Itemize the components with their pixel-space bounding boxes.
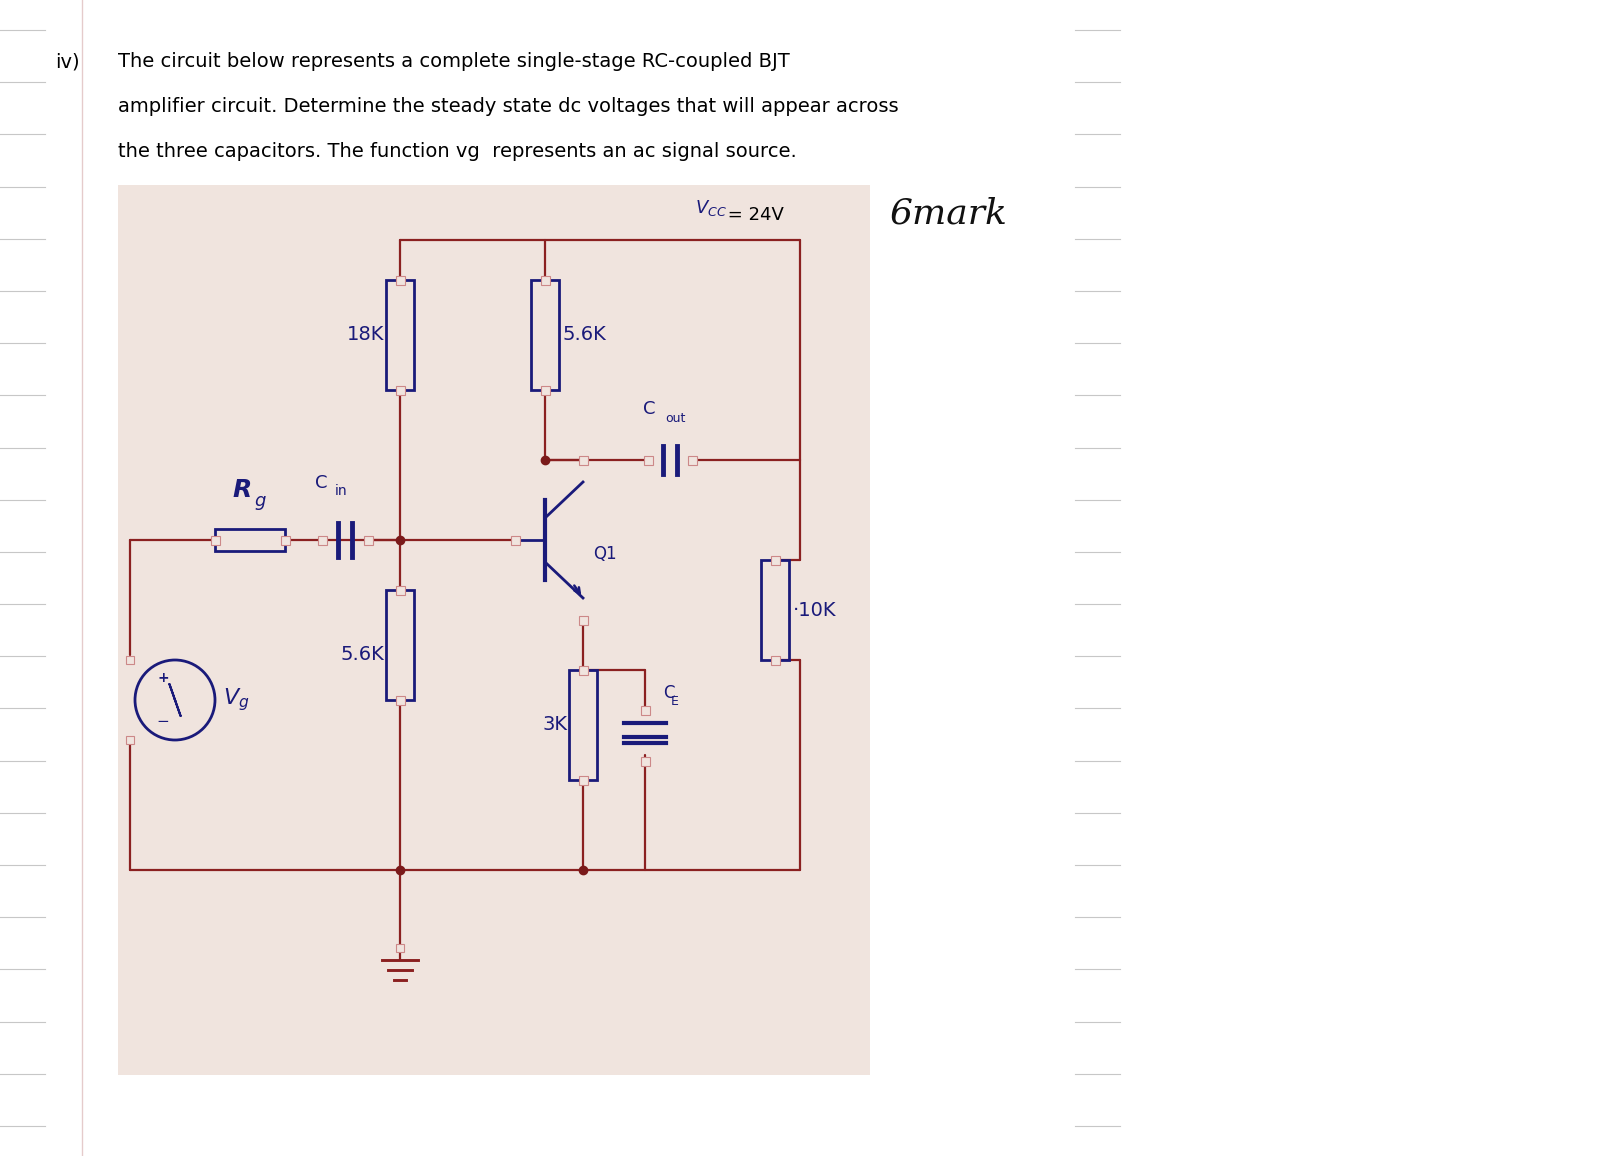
- Text: amplifier circuit. Determine the steady state dc voltages that will appear acros: amplifier circuit. Determine the steady …: [118, 97, 899, 116]
- Text: 5.6K: 5.6K: [563, 326, 607, 344]
- Text: $V_{CC}$: $V_{CC}$: [694, 198, 727, 218]
- Text: C: C: [315, 474, 328, 492]
- Bar: [127, 736, 135, 744]
- Bar: [118, 185, 869, 1075]
- Text: = 24V: = 24V: [722, 206, 783, 224]
- Text: E: E: [672, 695, 680, 707]
- Text: The circuit below represents a complete single-stage RC-coupled BJT: The circuit below represents a complete …: [118, 52, 790, 71]
- Bar: [318, 535, 326, 544]
- Bar: [761, 560, 788, 660]
- Text: g: g: [255, 492, 266, 510]
- Bar: [281, 535, 289, 544]
- Bar: [396, 585, 404, 594]
- Bar: [396, 275, 404, 284]
- Text: out: out: [665, 412, 686, 425]
- Bar: [386, 590, 414, 701]
- Text: the three capacitors. The function vg  represents an ac signal source.: the three capacitors. The function vg re…: [118, 142, 796, 161]
- Bar: [540, 385, 550, 394]
- Bar: [579, 666, 587, 674]
- Bar: [211, 535, 219, 544]
- Bar: [770, 655, 780, 665]
- Text: C: C: [644, 400, 655, 418]
- Text: 3K: 3K: [542, 716, 568, 734]
- Bar: [579, 455, 587, 465]
- Text: −: −: [157, 714, 169, 729]
- Bar: [511, 535, 519, 544]
- Text: 6mark: 6mark: [890, 197, 1007, 230]
- Text: Q1: Q1: [594, 544, 616, 563]
- Bar: [127, 655, 135, 664]
- Text: R: R: [232, 477, 251, 502]
- Bar: [396, 696, 404, 704]
- Text: iv): iv): [55, 52, 79, 71]
- Text: ·10K: ·10K: [793, 600, 837, 620]
- Text: $V_g$: $V_g$: [222, 687, 250, 713]
- Bar: [216, 529, 285, 551]
- Text: 5.6K: 5.6K: [341, 645, 384, 665]
- Bar: [579, 615, 587, 624]
- Bar: [363, 535, 373, 544]
- Bar: [569, 670, 597, 780]
- Bar: [540, 275, 550, 284]
- Bar: [579, 776, 587, 785]
- Bar: [770, 556, 780, 564]
- Text: +: +: [157, 670, 169, 686]
- Bar: [641, 705, 649, 714]
- Text: 18K: 18K: [347, 326, 384, 344]
- Bar: [386, 280, 414, 390]
- Bar: [641, 756, 649, 765]
- Text: in: in: [336, 484, 347, 498]
- Bar: [688, 455, 696, 465]
- Bar: [530, 280, 560, 390]
- Bar: [644, 455, 652, 465]
- Text: C: C: [663, 684, 675, 702]
- Bar: [396, 385, 404, 394]
- Bar: [396, 944, 404, 953]
